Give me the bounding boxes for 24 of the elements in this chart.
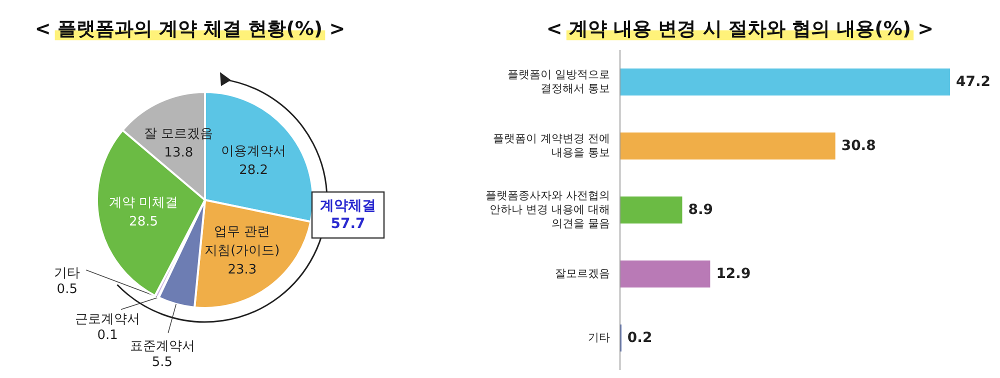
slice-label: 기타 xyxy=(54,266,80,281)
slice-label: 업무 관련 지침(가이드) xyxy=(204,224,280,258)
y-tick-label: 플랫폼이 계약변경 전에 내용을 통보 xyxy=(493,132,610,160)
slice-label: 이용계약서 xyxy=(221,143,286,158)
y-tick-label: 잘모르겠음 xyxy=(555,267,610,280)
slice-label: 계약 미체결 xyxy=(108,195,178,210)
slice-label: 근로계약서 xyxy=(75,311,140,327)
data-label: 0.2 xyxy=(627,330,652,346)
data-label: 30.8 xyxy=(841,138,876,154)
data-label: 23.3 xyxy=(228,262,257,277)
data-label: 8.9 xyxy=(688,202,714,218)
y-tick-label: 기타 xyxy=(588,331,610,344)
y-tick-label: 플랫폼이 일방적으로 결정해서 통보 xyxy=(508,68,610,96)
data-label: 5.5 xyxy=(152,354,173,370)
data-label: 0.5 xyxy=(56,282,78,297)
text: 계약체결 57.7 xyxy=(320,198,376,232)
data-label: 13.8 xyxy=(164,145,194,160)
data-label: 28.5 xyxy=(129,214,158,230)
y-tick-label: 플랫폼종사자와 사전협의 안하나 변경 내용에 대해 의견을 물음 xyxy=(486,189,610,230)
data-label: 28.2 xyxy=(239,162,268,178)
slice-label: 표준계약서 xyxy=(130,338,195,354)
data-label: 12.9 xyxy=(716,266,751,282)
data-label: 0.1 xyxy=(97,327,118,343)
data-label: 47.2 xyxy=(956,74,991,90)
